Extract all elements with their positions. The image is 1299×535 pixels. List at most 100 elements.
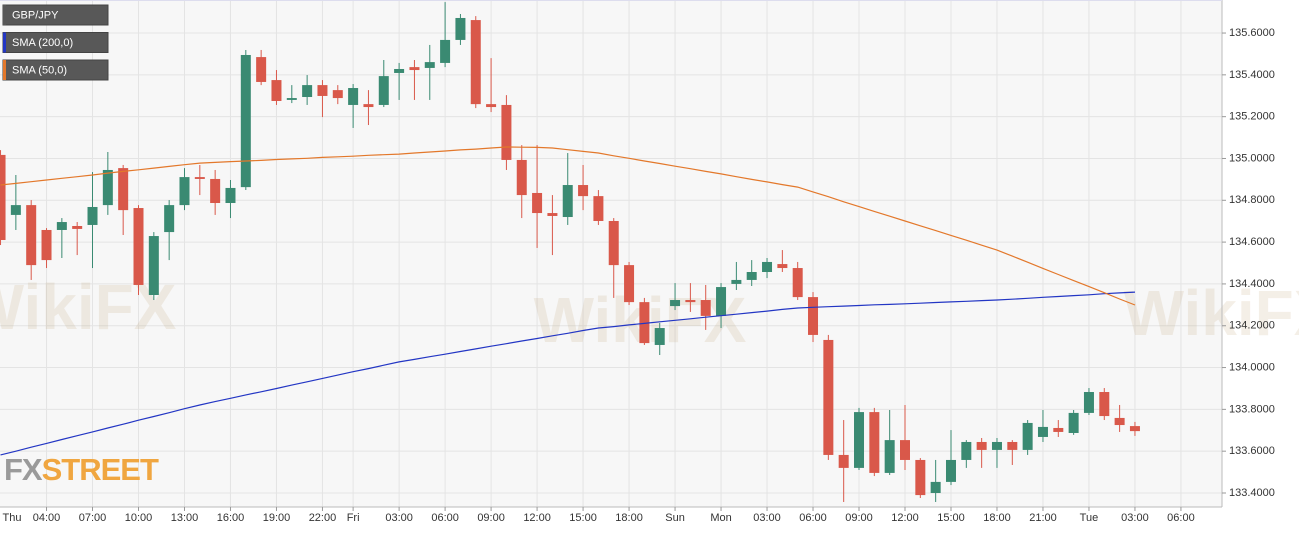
x-tick-label: 22:00 [309,512,337,524]
candle-body [302,85,313,98]
x-tick-label: 03:00 [753,512,781,524]
candle-body [884,440,895,473]
candle-body [562,185,573,218]
y-tick-label: 134.0000 [1229,361,1275,373]
legend-swatch [3,60,6,80]
x-tick-label: 15:00 [937,512,965,524]
candle-body [102,169,113,206]
candle-body [440,39,451,63]
candle-body [685,300,696,303]
y-tick-label: 134.6000 [1229,236,1275,248]
candle-body [332,90,343,99]
y-tick-label: 133.6000 [1229,445,1275,457]
legend-swatch [3,5,6,25]
x-tick-label: 18:00 [615,512,643,524]
candle-body [348,88,359,105]
candle-body [654,328,665,345]
x-tick-label: 19:00 [263,512,291,524]
candle-body [225,187,236,204]
y-tick-label: 134.8000 [1229,194,1275,206]
legend-swatch [3,32,6,53]
candle-body [869,412,880,473]
candle-body [470,20,481,105]
plot-area [0,2,1140,502]
y-tick-label: 133.4000 [1229,487,1275,499]
candle-body [930,481,941,493]
candle-body [624,265,635,303]
candle-body [700,300,711,316]
candle-body [179,177,190,206]
x-tick-label: 04:00 [33,512,61,524]
candle-body [547,213,558,216]
y-tick-label: 135.2000 [1229,111,1275,123]
candle-body [424,62,435,68]
candle-body [808,297,819,335]
candle-body [0,154,6,241]
candle-body [961,441,972,460]
candle-body [823,339,834,455]
candle-body [286,98,297,100]
candle-body [501,104,512,160]
candle-body [87,206,98,225]
candle-body [1037,426,1048,437]
candle-body [746,272,757,280]
candle-body [593,196,604,221]
candle-body [1007,441,1018,450]
candle-body [378,76,389,105]
candle-body [1068,412,1079,433]
x-tick-label: 09:00 [845,512,873,524]
candle-body [148,236,159,296]
candle-body [210,178,221,204]
x-tick-label: Mon [710,512,731,524]
candle-body [41,229,52,261]
candle-body [1129,426,1140,432]
candle-body [516,159,527,196]
candle-body [1099,392,1110,417]
watermark: WikiFX [0,271,177,343]
x-tick-label: 18:00 [983,512,1011,524]
candle-body [716,287,727,316]
x-tick-label: 09:00 [477,512,505,524]
x-tick-label: 06:00 [799,512,827,524]
candle-body [900,440,910,460]
candle-body [1053,427,1064,432]
x-tick-label: 06:00 [1167,512,1195,524]
candle-body [854,412,865,468]
y-tick-label: 135.0000 [1229,152,1275,164]
candle-body [532,192,543,214]
candle-body [363,104,374,108]
sma-line [0,291,1136,456]
x-tick-label: 15:00 [569,512,597,524]
candle-body [164,205,175,233]
candle-body [72,226,83,229]
candle-body [10,205,21,215]
x-tick-label: 03:00 [1121,512,1149,524]
x-tick-label: Sun [665,512,685,524]
y-tick-label: 135.6000 [1229,27,1275,39]
candle-body [838,454,849,468]
candle-body [240,54,251,188]
candle-body [991,441,1002,450]
candle-body [976,441,987,450]
x-tick-label: Tue [1080,512,1099,524]
legend-label: SMA (50,0) [12,64,67,76]
x-tick-label: Thu [3,512,22,524]
x-tick-label: 21:00 [1029,512,1057,524]
candle-body [194,177,205,179]
logo: FXSTREET [4,452,159,487]
logo-part: STREET [42,452,159,487]
x-tick-label: 12:00 [891,512,919,524]
x-tick-label: Fri [347,512,360,524]
candle-body [56,222,67,230]
candle-body [1114,417,1125,426]
y-tick-label: 134.4000 [1229,278,1275,290]
candle-body [486,104,497,108]
candle-body [26,205,37,266]
legend-label: GBP/JPY [12,9,59,21]
sma-line [0,146,1136,306]
candle-body [945,459,956,482]
candle-body [271,80,282,101]
x-tick-label: 12:00 [523,512,551,524]
logo-part: FX [4,452,43,487]
